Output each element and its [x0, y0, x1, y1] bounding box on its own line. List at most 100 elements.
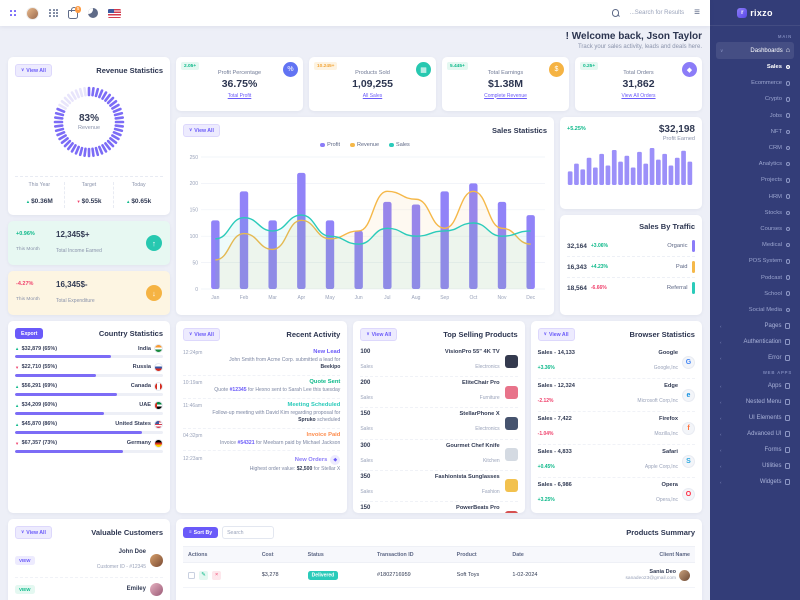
traffic-row-referral: 18,564 -6.66% Referral: [567, 278, 695, 298]
col-date: Date: [507, 546, 568, 563]
sidebar-subitem-pos-system[interactable]: POS System: [716, 253, 794, 269]
sidebar-subitem-podcast[interactable]: Podcast: [716, 269, 794, 285]
sidebar-subitem-school[interactable]: School: [716, 286, 794, 302]
sidebar-item-authentication[interactable]: ‹ Authentication: [716, 334, 794, 350]
activity-view-all-button[interactable]: ∨ View All: [183, 328, 220, 341]
top-selling-view-all-button[interactable]: ∨ View All: [360, 328, 398, 341]
content-column: 5 ...Search for Results ≡ ! Welcome back…: [0, 0, 710, 600]
subitem-icon: [785, 226, 790, 232]
hamburger-icon[interactable]: ≡: [694, 7, 700, 18]
chevron-left-icon: ‹: [720, 323, 722, 329]
product-thumbnail: [504, 354, 518, 368]
cell-product: Soft Toys: [451, 562, 508, 588]
card-title: Top Selling Products: [443, 330, 518, 339]
sidebar-subitem-sales[interactable]: Sales: [716, 59, 794, 75]
svg-text:150: 150: [190, 208, 199, 214]
cell-transaction-id: #1802716959: [372, 562, 452, 588]
chevron-left-icon: ‹: [720, 383, 722, 389]
traffic-row-organic: 32,164 +3.06% Organic: [567, 236, 695, 257]
sidebar-subitem-medical[interactable]: Medical: [716, 237, 794, 253]
product-row: 100 Sales VisionPro 55" 4K TV Electronics: [360, 346, 518, 378]
brand[interactable]: r rixzo: [710, 0, 800, 26]
india-flag-icon: [154, 344, 163, 353]
sidebar-subitem-crm[interactable]: CRM: [716, 140, 794, 156]
revenue-view-all-button[interactable]: ∨ View All: [15, 64, 52, 77]
kpi-link[interactable]: All Sales: [362, 92, 383, 99]
sidebar-subitem-courses[interactable]: Courses: [716, 221, 794, 237]
home-icon: ⌂: [785, 47, 790, 54]
sidebar-item-utilities[interactable]: ‹ Utilities: [716, 458, 794, 474]
subitem-icon: [785, 97, 790, 102]
view-badge[interactable]: VIEW: [15, 584, 35, 594]
kpi-link[interactable]: Total Profit: [227, 92, 252, 99]
lock-icon: [784, 339, 790, 345]
middle-column: 2.05+ % Profit Percentage 36.75% Total P…: [176, 57, 702, 315]
sidebar-item-error[interactable]: ‹ Error: [716, 350, 794, 366]
income-label: Total Income Earned: [56, 247, 102, 254]
sidebar-subitem-hrm[interactable]: HRM: [716, 189, 794, 205]
search-input[interactable]: ...Search for Results: [629, 10, 685, 16]
sidebar-subitem-crypto[interactable]: Crypto: [716, 91, 794, 107]
sidebar-subitem-analytics[interactable]: Analytics: [716, 156, 794, 172]
customer-avatar: [150, 554, 163, 567]
client-avatar: [679, 569, 690, 581]
edit-icon[interactable]: ✎: [199, 570, 209, 580]
sidebar-item-advanced-ui[interactable]: ‹ Advanced UI: [716, 426, 794, 442]
sidebar-item-pages[interactable]: ‹ Pages: [716, 318, 794, 334]
sort-by-button[interactable]: ≡ Sort By: [183, 527, 219, 538]
search-icon[interactable]: [611, 9, 620, 17]
caret-icon: ∨: [21, 67, 25, 73]
menu-grid-icon[interactable]: [10, 9, 17, 17]
row-checkbox[interactable]: [188, 571, 195, 579]
chevron-left-icon: ‹: [720, 479, 722, 485]
table-search-input[interactable]: [222, 526, 275, 539]
sales-view-all-button[interactable]: ∨ View All: [183, 124, 220, 137]
customers-view-all-button[interactable]: ∨ View All: [15, 526, 52, 539]
products-summary-card: ≡Sort By Products Summary Actions Cost S…: [176, 519, 702, 600]
welcome-block: ! Welcome back, Json Taylor Track your s…: [8, 31, 702, 50]
caret-icon: ∨: [366, 331, 370, 337]
subitem-icon: [785, 259, 790, 264]
cart-icon[interactable]: 5: [67, 6, 82, 19]
sidebar-item-widgets[interactable]: ‹ Widgets: [716, 474, 794, 490]
col-client-name: Client Name: [567, 546, 695, 563]
user-avatar[interactable]: [26, 6, 40, 20]
sidebar-item-forms[interactable]: ‹ Forms: [716, 442, 794, 458]
kpi-card-products-sold: 10.245+ ▦ Products Sold 1,09,255 All Sal…: [309, 57, 436, 111]
sidebar-item-dashboards[interactable]: ∨ Dashboards ⌂: [716, 42, 794, 59]
brand-name: rixzo: [750, 7, 773, 18]
card-title: Sales By Traffic: [639, 222, 695, 231]
sidebar-subitem-stocks[interactable]: Stocks: [716, 205, 794, 221]
view-badge[interactable]: VIEW: [15, 556, 35, 565]
activity-link[interactable]: #54321: [237, 439, 255, 446]
sidebar-item-ui-elements[interactable]: ‹ UI Elements: [716, 410, 794, 426]
income-delta: +0.96%: [16, 231, 35, 237]
products-summary-table: Actions Cost Status Transaction ID Produ…: [183, 546, 695, 588]
activity-link[interactable]: #12345: [229, 386, 247, 393]
sidebar-item-nested-menu[interactable]: ‹ Nested Menu: [716, 394, 794, 410]
sidebar-subitem-ecommerce[interactable]: Ecommerce: [716, 75, 794, 91]
export-button[interactable]: Export: [15, 328, 44, 339]
activity-item: 12:24pm New Lead John Smith from Acme Co…: [183, 346, 341, 377]
col-status: Status: [302, 546, 373, 563]
sidebar-item-apps[interactable]: ‹ Apps: [716, 378, 794, 394]
sidebar-subitem-projects[interactable]: Projects: [716, 172, 794, 188]
browser-row: Sales - 7,422 -1.04% Firefox Mozilla,Inc f: [537, 412, 695, 445]
kpi-link[interactable]: View All Orders: [621, 92, 656, 99]
kpi-link[interactable]: Complete Revenue: [484, 92, 527, 99]
customer-row: VIEW Emiley: [15, 578, 163, 600]
delete-icon[interactable]: ×: [212, 570, 222, 580]
svg-text:Jun: Jun: [355, 295, 363, 301]
browser-row: Sales - 6,986 +3.25% Opera Opera,Inc O: [538, 478, 695, 510]
forms-icon: [784, 447, 790, 453]
sidebar-subitem-nft[interactable]: NFT: [716, 124, 794, 140]
browser-view-all-button[interactable]: ∨ View All: [537, 328, 575, 341]
chevron-left-icon: ‹: [720, 399, 722, 405]
dark-mode-icon[interactable]: [87, 8, 98, 18]
sidebar-subitem-social-media[interactable]: Social Media: [716, 302, 794, 318]
section-label-webapps: WEB APPS: [762, 370, 792, 375]
legend-revenue: Revenue: [350, 142, 379, 148]
language-flag-icon[interactable]: [107, 8, 121, 18]
sidebar-subitem-jobs[interactable]: Jobs: [716, 108, 794, 124]
apps-grid-icon[interactable]: [49, 8, 58, 18]
